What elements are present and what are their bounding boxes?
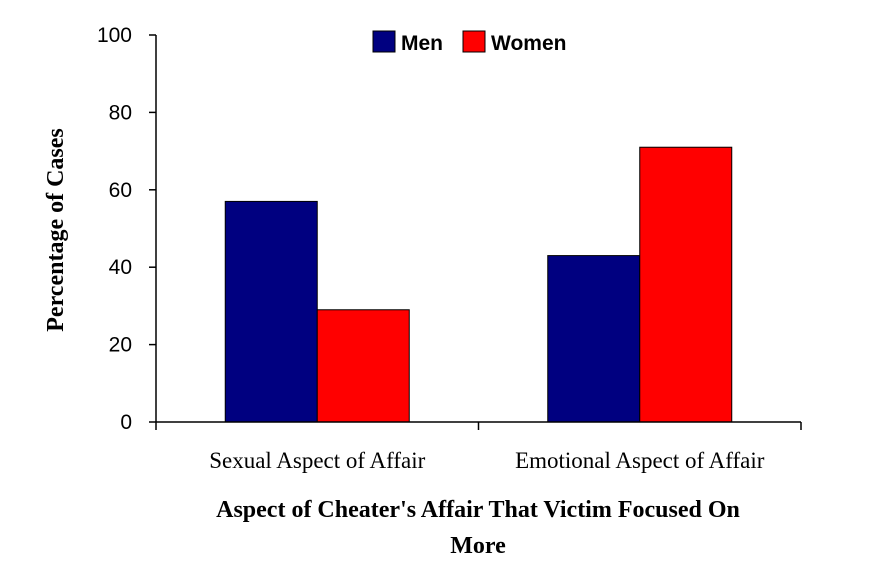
legend-swatch-men — [372, 30, 396, 53]
y-tick-label: 40 — [109, 256, 132, 279]
y-tick-label: 20 — [109, 334, 132, 357]
x-axis-title-line-1: Aspect of Cheater's Affair That Victim F… — [216, 497, 740, 523]
legend-label-women: Women — [491, 32, 566, 55]
bar-women-1 — [316, 309, 410, 423]
legend: Men Women — [372, 30, 566, 55]
y-tick-label: 80 — [109, 101, 132, 124]
y-axis-ticks: 0 20 40 60 80 100 — [97, 24, 156, 434]
x-category-label: Sexual Aspect of Affair — [209, 448, 425, 473]
y-tick-label: 0 — [120, 411, 132, 434]
x-axis-ticks: Sexual Aspect of Affair Emotional Aspect … — [155, 422, 802, 473]
bar-women-2 — [639, 146, 733, 423]
legend-label-men: Men — [401, 32, 443, 55]
bar-men-1 — [224, 200, 318, 423]
y-tick-label: 100 — [97, 24, 132, 47]
y-tick-label: 60 — [109, 179, 132, 202]
legend-swatch-women — [462, 30, 486, 53]
x-axis-title-line-2: More — [450, 533, 506, 559]
x-category-label: Emotional Aspect of Affair — [515, 448, 765, 473]
bar-men-2 — [547, 255, 641, 423]
y-axis-title: Percentage of Cases — [43, 128, 69, 331]
bars — [224, 146, 733, 423]
